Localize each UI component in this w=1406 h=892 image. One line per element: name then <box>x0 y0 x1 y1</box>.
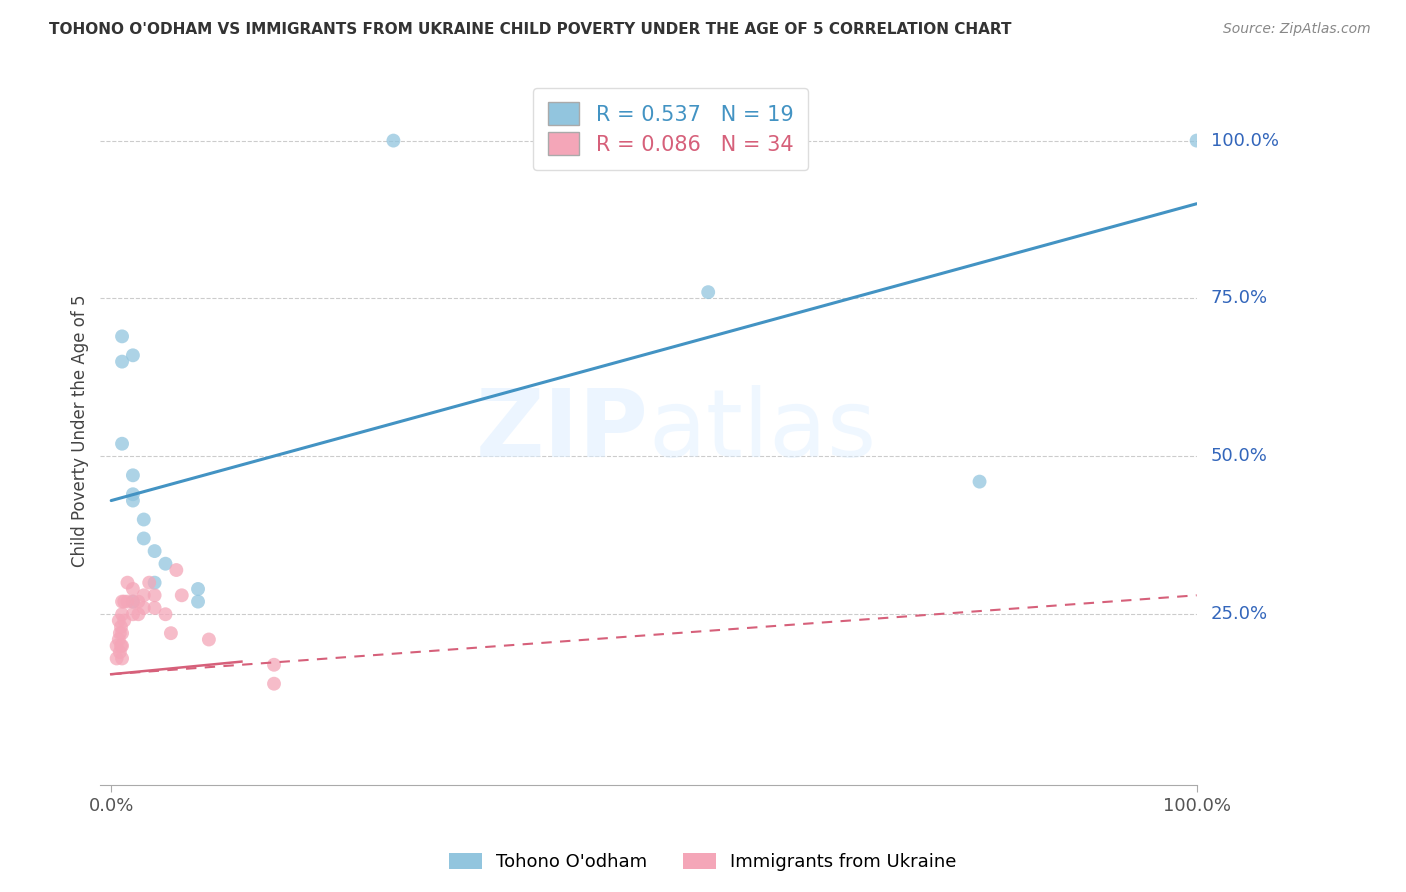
Point <box>122 468 145 483</box>
Point <box>143 601 166 615</box>
Text: atlas: atlas <box>648 385 877 477</box>
Point <box>132 512 155 526</box>
Point <box>111 436 134 450</box>
Point <box>697 285 720 300</box>
Point <box>112 594 135 608</box>
Point <box>107 632 129 647</box>
Point <box>108 645 131 659</box>
Point <box>263 676 285 690</box>
Point <box>969 475 991 489</box>
Point <box>117 575 139 590</box>
Point <box>165 563 187 577</box>
Point <box>187 594 209 608</box>
Point <box>111 651 134 665</box>
Point <box>122 607 145 622</box>
Point <box>117 594 139 608</box>
Point <box>127 607 149 622</box>
Text: ZIP: ZIP <box>475 385 648 477</box>
Legend: R = 0.537   N = 19, R = 0.086   N = 34: R = 0.537 N = 19, R = 0.086 N = 34 <box>533 87 808 169</box>
Point <box>263 657 285 672</box>
Point <box>105 651 128 665</box>
Text: 50.0%: 50.0% <box>1211 448 1267 466</box>
Point <box>110 620 132 634</box>
Point <box>111 639 134 653</box>
Point <box>1185 134 1208 148</box>
Point <box>111 329 134 343</box>
Text: Source: ZipAtlas.com: Source: ZipAtlas.com <box>1223 22 1371 37</box>
Point <box>122 493 145 508</box>
Point <box>198 632 221 647</box>
Text: 100.0%: 100.0% <box>1211 132 1278 150</box>
Text: 25.0%: 25.0% <box>1211 606 1268 624</box>
Point <box>382 134 405 148</box>
Point <box>170 588 193 602</box>
Point <box>143 544 166 558</box>
Point <box>143 588 166 602</box>
Point <box>155 607 177 622</box>
Text: TOHONO O'ODHAM VS IMMIGRANTS FROM UKRAINE CHILD POVERTY UNDER THE AGE OF 5 CORRE: TOHONO O'ODHAM VS IMMIGRANTS FROM UKRAIN… <box>49 22 1012 37</box>
Point <box>122 594 145 608</box>
Point <box>132 601 155 615</box>
Point <box>132 532 155 546</box>
Point <box>138 575 160 590</box>
Point <box>187 582 209 596</box>
Point <box>108 626 131 640</box>
Point <box>112 614 135 628</box>
Point <box>132 588 155 602</box>
Point <box>111 607 134 622</box>
Point <box>107 614 129 628</box>
Point <box>111 626 134 640</box>
Point <box>122 594 145 608</box>
Point <box>155 557 177 571</box>
Point <box>111 594 134 608</box>
Point <box>122 348 145 362</box>
Point <box>160 626 183 640</box>
Point <box>111 354 134 368</box>
Point <box>122 582 145 596</box>
Point <box>110 639 132 653</box>
Point <box>122 487 145 501</box>
Point <box>105 639 128 653</box>
Text: 75.0%: 75.0% <box>1211 290 1268 308</box>
Point <box>127 594 149 608</box>
Y-axis label: Child Poverty Under the Age of 5: Child Poverty Under the Age of 5 <box>72 295 89 567</box>
Legend: Tohono O'odham, Immigrants from Ukraine: Tohono O'odham, Immigrants from Ukraine <box>441 846 965 879</box>
Point <box>143 575 166 590</box>
